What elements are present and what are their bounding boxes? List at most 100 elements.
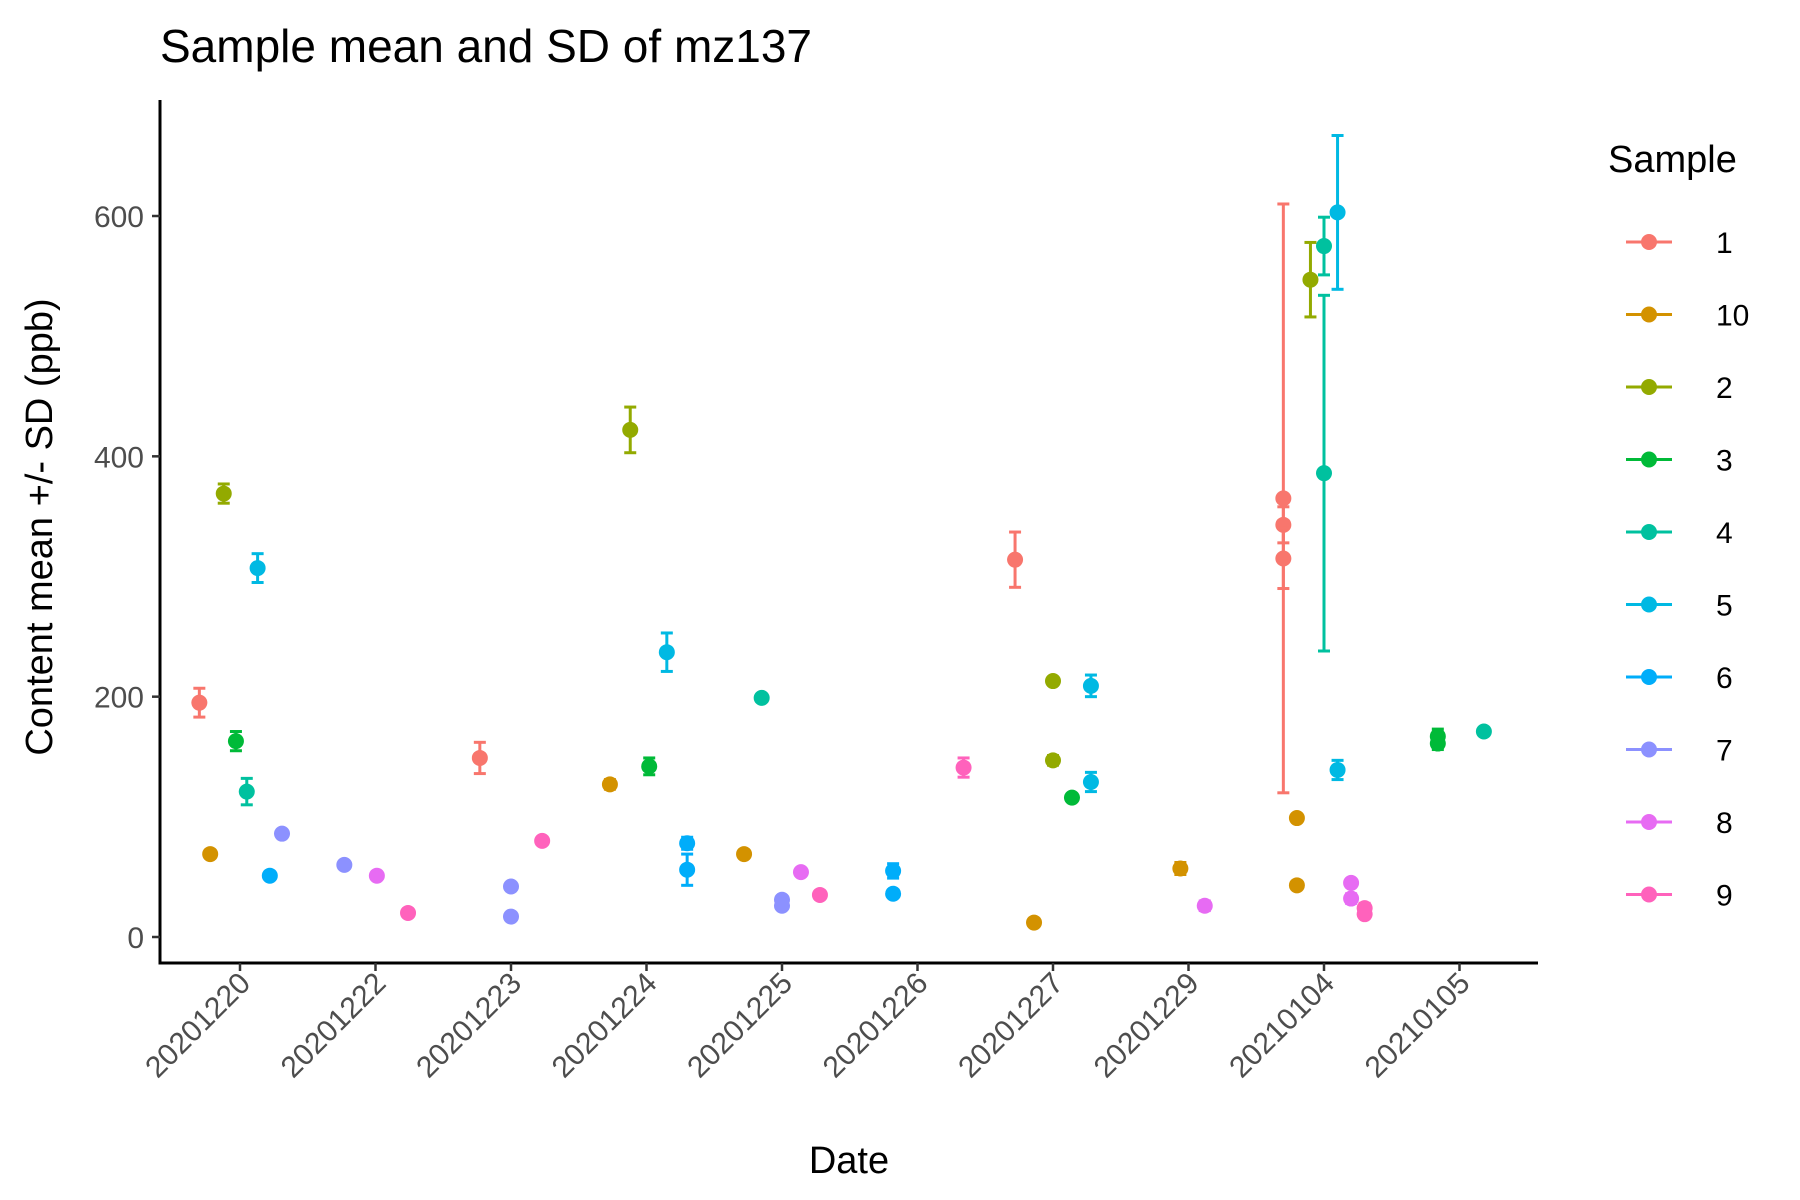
x-tick-label: 20201225: [681, 967, 799, 1085]
plot-panel: [191, 133, 1492, 931]
data-point: [774, 897, 790, 914]
data-point: [1172, 860, 1189, 877]
data-point: [885, 885, 902, 902]
data-point: [503, 908, 519, 925]
legend-item-8: 8: [1626, 807, 1733, 840]
series-10: [202, 776, 1305, 931]
data-point: [227, 733, 244, 750]
data-point: [238, 783, 255, 800]
legend-key-point: [1641, 379, 1657, 395]
data-point: [1316, 465, 1332, 482]
data-point: [400, 904, 417, 921]
x-tick-label: 20210104: [1223, 967, 1341, 1085]
series-9: [400, 756, 1373, 923]
data-point: [1045, 752, 1061, 769]
data-point: [191, 694, 208, 711]
data-point: [622, 421, 639, 438]
data-point: [1288, 810, 1305, 827]
legend-key-point: [1641, 451, 1657, 468]
data-point: [679, 835, 696, 852]
x-tick-label: 20210105: [1359, 967, 1477, 1085]
data-point: [658, 644, 675, 661]
data-point: [885, 862, 902, 879]
y-tick-label: 200: [94, 682, 144, 715]
legend-item-6: 6: [1626, 662, 1733, 695]
data-point: [1275, 490, 1292, 507]
legend-item-9: 9: [1626, 880, 1733, 913]
data-point: [249, 560, 266, 577]
data-point: [1045, 673, 1061, 690]
series-5: [249, 133, 1346, 794]
data-point: [679, 861, 696, 878]
data-point: [1475, 723, 1492, 740]
legend-title: Sample: [1608, 139, 1737, 181]
data-point: [1288, 877, 1305, 894]
series-2: [215, 240, 1319, 769]
y-tick-label: 0: [127, 922, 144, 955]
x-tick-label: 20201223: [410, 967, 528, 1085]
data-point: [1196, 897, 1213, 914]
legend-label: 6: [1716, 662, 1733, 695]
data-point: [1343, 890, 1360, 907]
x-axis-title: Date: [809, 1140, 889, 1182]
data-point: [274, 825, 291, 842]
data-point: [534, 832, 551, 849]
data-point: [1429, 735, 1446, 752]
chart-title: Sample mean and SD of mz137: [160, 20, 812, 72]
legend-item-4: 4: [1626, 517, 1733, 550]
data-point: [336, 856, 353, 873]
data-point: [1329, 761, 1346, 778]
legend-item-3: 3: [1626, 445, 1733, 478]
series-6: [261, 835, 902, 902]
y-axis-ticks: 0 200 400 600: [94, 201, 160, 955]
x-tick-label: 20201222: [275, 967, 393, 1085]
data-point: [641, 758, 658, 775]
data-point: [1302, 271, 1319, 288]
legend-item-7: 7: [1626, 735, 1733, 768]
data-point: [1316, 238, 1332, 255]
data-point: [1356, 906, 1373, 923]
legend-key-point: [1641, 886, 1657, 903]
legend-item-10: 10: [1626, 300, 1749, 333]
legend-label: 7: [1716, 735, 1733, 768]
data-point: [1329, 204, 1346, 221]
data-point: [215, 485, 232, 502]
legend-item-5: 5: [1626, 590, 1733, 623]
data-point: [1275, 550, 1292, 567]
legend-label: 10: [1716, 300, 1749, 333]
legend: Sample 1 10 2 3 4 5 6 7 8 9: [1608, 139, 1749, 913]
data-point: [1026, 914, 1043, 931]
legend-key-point: [1641, 234, 1657, 250]
data-point: [471, 749, 488, 766]
x-tick-label: 20201220: [139, 967, 257, 1085]
data-point: [368, 867, 385, 884]
legend-key-point: [1641, 814, 1657, 830]
data-point: [1082, 773, 1099, 790]
data-point: [261, 867, 278, 884]
legend-key-point: [1641, 306, 1657, 323]
x-axis-ticks: 20201220 20201222 20201223 20201224 20201225…: [139, 963, 1476, 1084]
data-point: [202, 846, 219, 863]
y-tick-label: 400: [94, 441, 144, 474]
legend-label: 8: [1716, 807, 1733, 840]
data-point: [811, 886, 828, 903]
data-point: [1343, 874, 1360, 891]
legend-key-point: [1641, 669, 1657, 685]
data-point: [736, 846, 753, 863]
data-point: [1082, 677, 1099, 694]
data-point: [753, 689, 770, 706]
x-tick-label: 20201226: [817, 967, 935, 1085]
legend-item-1: 1: [1626, 227, 1733, 260]
legend-label: 2: [1716, 372, 1733, 405]
y-axis-title: Content mean +/- SD (ppb): [19, 298, 61, 755]
series-3: [227, 727, 1446, 806]
data-point: [503, 878, 519, 895]
x-tick-label: 20201227: [952, 967, 1070, 1085]
legend-label: 5: [1716, 590, 1733, 623]
legend-key-point: [1641, 596, 1657, 613]
legend-key-point: [1641, 741, 1657, 758]
data-point: [792, 864, 809, 881]
series-4: [238, 215, 1492, 807]
legend-label: 3: [1716, 445, 1733, 478]
